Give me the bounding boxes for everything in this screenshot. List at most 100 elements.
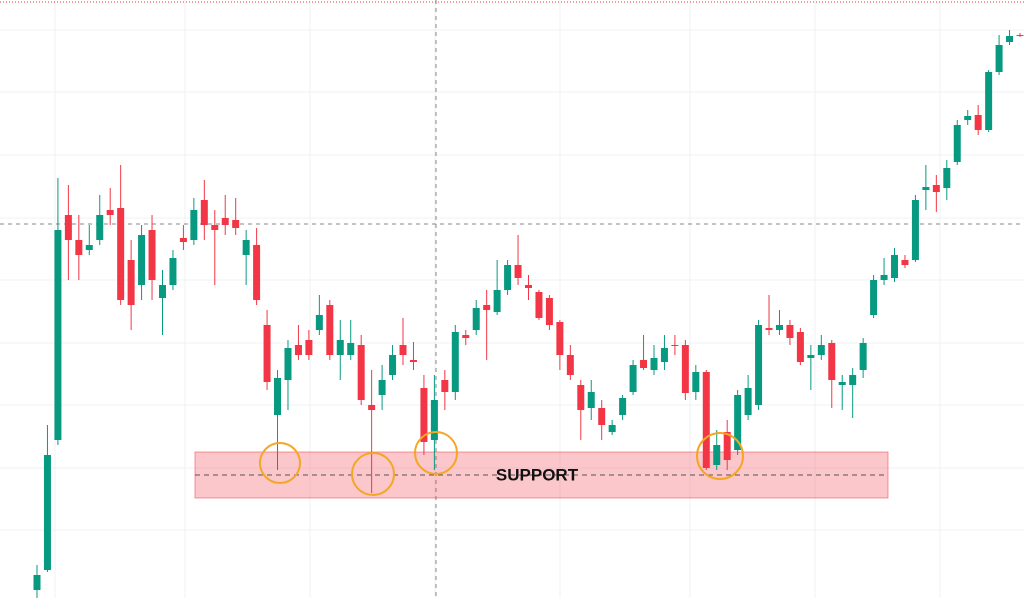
candle-body [807,355,815,358]
candle-body [985,72,993,130]
candle-body [765,328,773,330]
candle-body [462,335,470,338]
candle-body [294,345,302,355]
candle-body [943,168,951,188]
candle-body [430,400,438,440]
candle-body [211,225,219,230]
candle-body [713,445,721,465]
candle-body [755,325,763,405]
candle-body [640,360,648,368]
candle-body [828,343,836,380]
candle-body [891,255,899,278]
candle-body [504,265,512,290]
candle-body [75,240,83,255]
annotation: SUPPORT [496,465,579,484]
candle-body [786,325,794,338]
candle-body [326,305,334,355]
candle-body [399,345,407,355]
candle-body [619,398,627,415]
candle-body [148,230,156,280]
candle-body [650,358,658,370]
candle-body [796,332,804,362]
candles [33,30,1024,598]
candle-body [744,388,752,415]
candle-body [859,343,867,370]
candle-body [608,425,616,432]
candle-body [953,125,961,162]
candle-body [493,290,501,312]
candle-body [671,345,679,346]
candle-body [347,343,355,355]
candle-body [158,285,166,298]
candle-body [911,200,919,260]
candle-body [64,215,72,240]
candle-body [85,245,93,250]
candle-body [849,375,857,385]
candle-body [525,285,532,288]
candle-body [336,340,344,355]
candle-body [535,292,543,318]
candle-body [483,305,491,310]
candle-body [995,45,1003,72]
candle-body [315,315,323,330]
candle-body [901,260,909,265]
candle-body [775,325,783,330]
candle-body [702,372,710,468]
candle-body [263,325,271,382]
candle-body [96,215,104,240]
candle-body [587,392,595,408]
candle-body [179,238,187,242]
candle-body [974,115,982,130]
candle-body [1016,35,1024,36]
candle-body [598,408,606,425]
candle-body [138,235,146,285]
candle-body [305,340,313,355]
candle-body [106,210,114,215]
candle-body [117,208,125,300]
candle-body [566,355,574,375]
highlights [259,431,744,496]
candle-body [253,245,261,300]
candle-body [33,575,41,590]
candle-body [221,218,229,225]
highlight-circle [259,442,301,484]
candle-body [817,345,825,355]
candle-body [681,345,689,393]
candle-body [357,345,365,400]
candle-body [472,308,480,330]
candle-body [692,372,700,392]
candle-body [577,385,585,410]
candle-body [169,258,177,285]
candle-body [838,382,846,385]
highlight-circle [414,431,458,475]
candle-body [274,378,282,415]
candle-body [1006,36,1014,42]
highlight-circle [351,452,395,496]
candle-body [378,380,386,395]
candle-body [200,200,208,225]
candle-body [514,265,522,278]
candle-body [870,280,878,315]
candle-body [420,388,428,442]
candle-body [932,185,940,192]
candle-body [232,220,240,228]
candle-body [629,365,637,392]
candle-body [922,187,930,190]
candle-body [723,432,731,460]
candle-body [127,260,135,305]
candle-body [43,455,51,570]
candle-body [451,332,459,392]
candle-body [54,230,62,440]
candle-body [409,360,417,362]
highlight-circle [696,432,744,480]
candle-body [242,240,250,255]
support-zone-group [194,451,889,499]
candle-body [284,348,292,380]
candle-body [734,395,742,450]
candle-body [660,348,668,362]
candle-body [368,405,376,410]
candle-body [389,355,397,375]
candle-body [880,275,888,280]
